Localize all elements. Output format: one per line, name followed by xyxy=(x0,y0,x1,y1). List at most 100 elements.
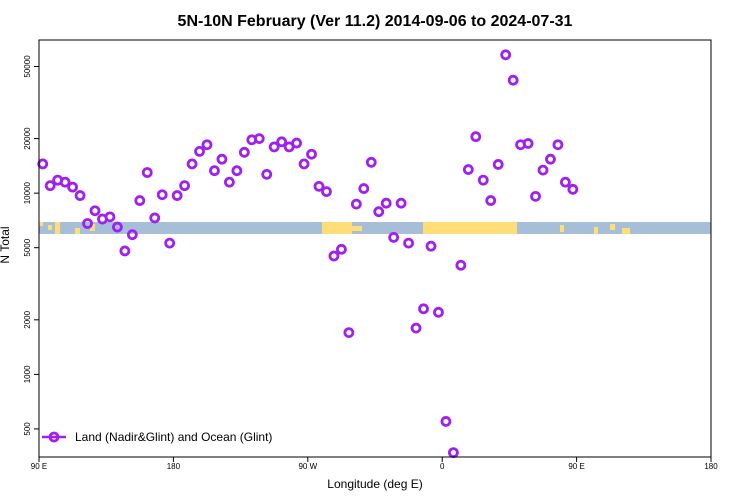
land-segment xyxy=(90,224,95,231)
land-segment xyxy=(75,228,80,234)
legend: Land (Nadir&Glint) and Ocean (Glint) xyxy=(42,430,272,444)
data-point xyxy=(126,229,138,241)
data-point xyxy=(156,189,168,201)
data-point xyxy=(373,206,385,218)
legend-marker xyxy=(48,431,60,443)
data-point xyxy=(410,322,422,334)
legend-label: Land (Nadir&Glint) and Ocean (Glint) xyxy=(75,430,272,444)
data-point xyxy=(67,181,78,193)
data-point xyxy=(530,190,541,202)
land-segment xyxy=(330,222,352,234)
data-point xyxy=(74,190,86,201)
land-segment xyxy=(55,222,60,234)
x-axis-label: Longitude (deg E) xyxy=(327,477,422,491)
x-axis: 90 E 180 90 W 0 90 E 180 xyxy=(31,457,718,471)
data-point xyxy=(149,212,161,224)
data-point xyxy=(537,164,549,176)
data-point xyxy=(545,153,556,165)
data-point xyxy=(313,180,325,192)
land-segment xyxy=(560,225,564,232)
plot-frame xyxy=(38,39,712,458)
data-point xyxy=(119,245,131,257)
data-point xyxy=(82,218,93,229)
y-tick-label: 1000 xyxy=(23,365,32,383)
data-point xyxy=(470,131,482,143)
data-point xyxy=(365,156,377,168)
land-segment xyxy=(48,225,52,230)
data-point xyxy=(253,133,265,144)
map-strip xyxy=(39,222,711,234)
data-point xyxy=(186,158,198,170)
data-point xyxy=(567,183,579,195)
data-point xyxy=(388,231,400,243)
data-point xyxy=(358,183,370,194)
x-tick-label: 90 E xyxy=(568,462,584,471)
data-point xyxy=(164,237,176,249)
data-point xyxy=(425,240,437,252)
data-point xyxy=(343,327,355,339)
data-point xyxy=(141,167,153,178)
data-point xyxy=(209,165,220,177)
data-point xyxy=(298,158,310,170)
data-point xyxy=(492,159,504,170)
data-point xyxy=(231,165,243,177)
data-point xyxy=(216,153,228,165)
data-point xyxy=(395,197,407,209)
land-segment xyxy=(352,226,362,231)
land-segment xyxy=(610,224,615,230)
data-point xyxy=(440,416,452,427)
data-point xyxy=(418,303,429,315)
y-axis-label: N Total xyxy=(0,226,12,263)
x-tick-label: 90 W xyxy=(298,462,317,471)
data-point xyxy=(194,145,205,157)
data-point xyxy=(276,136,288,148)
data-point xyxy=(201,139,213,151)
y-tick-label: 2000 xyxy=(23,310,32,328)
land-segment xyxy=(322,222,330,234)
land-segment xyxy=(594,227,598,234)
plot-marks xyxy=(37,49,579,459)
y-tick-label: 5000 xyxy=(23,238,32,256)
y-tick-label: 20000 xyxy=(23,127,32,150)
land-segment xyxy=(423,222,517,234)
data-point xyxy=(335,243,347,255)
data-point xyxy=(134,195,146,206)
data-point xyxy=(477,174,489,186)
data-point xyxy=(485,195,497,206)
y-tick-label: 50000 xyxy=(23,55,32,78)
data-point xyxy=(89,205,101,217)
chart-title: 5N-10N February (Ver 11.2) 2014-09-06 to… xyxy=(178,13,573,30)
x-tick-label: 180 xyxy=(704,462,718,471)
data-point xyxy=(500,49,512,61)
x-tick-label: 90 E xyxy=(31,462,47,471)
data-point xyxy=(328,250,340,262)
data-point xyxy=(560,176,571,188)
data-point xyxy=(433,306,444,318)
data-point xyxy=(291,137,303,149)
data-point xyxy=(455,259,467,271)
data-point xyxy=(321,186,332,197)
data-point xyxy=(37,158,49,170)
data-point xyxy=(223,176,235,188)
data-point xyxy=(104,211,116,223)
data-point xyxy=(552,139,564,151)
x-tick-label: 0 xyxy=(440,462,445,471)
land-segment xyxy=(622,228,630,234)
data-point xyxy=(238,146,250,158)
data-point xyxy=(179,180,191,192)
data-point xyxy=(171,190,183,201)
data-point xyxy=(507,74,519,86)
data-point xyxy=(403,237,415,249)
data-point xyxy=(462,164,474,175)
y-tick-label: 10000 xyxy=(23,181,32,204)
y-tick-label: 500 xyxy=(23,422,32,436)
data-point xyxy=(268,141,280,153)
data-point xyxy=(522,138,534,149)
data-point xyxy=(380,197,392,209)
data-point xyxy=(447,447,459,459)
data-point xyxy=(112,221,123,233)
data-point xyxy=(44,180,56,192)
land-segment xyxy=(39,222,43,226)
data-point xyxy=(306,148,317,160)
